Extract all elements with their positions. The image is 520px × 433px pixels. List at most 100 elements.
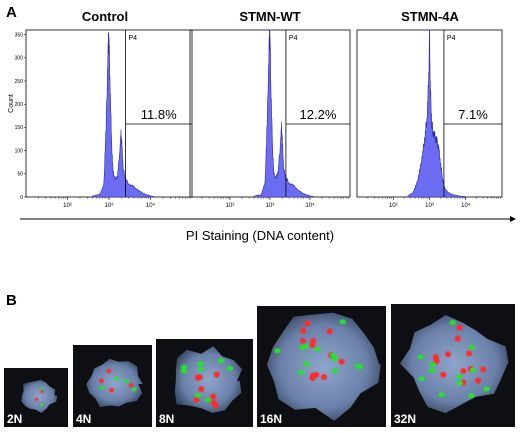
green-probe-signal <box>417 354 425 360</box>
histogram-area <box>92 32 155 198</box>
green-probe-signal <box>123 379 130 384</box>
red-probe-signal <box>212 402 219 409</box>
red-probe-signal <box>128 383 134 388</box>
gate-p4: P4 12.2% <box>285 30 350 197</box>
green-probe-signal <box>356 364 364 370</box>
red-probe-signal <box>480 366 487 373</box>
red-probe-signal <box>309 341 316 348</box>
green-probe-signal <box>418 376 425 382</box>
cell-image-4n: 4N <box>73 345 152 427</box>
gate-name: P4 <box>129 35 138 42</box>
red-probe-signal <box>35 397 39 401</box>
green-probe-signal <box>429 362 437 368</box>
green-probe-signal <box>297 370 305 375</box>
histogram-area <box>253 29 314 198</box>
panel-a-letter: A <box>6 4 17 21</box>
red-probe-signal <box>432 354 439 361</box>
green-probe-signal <box>339 319 346 325</box>
green-probe-signal <box>438 392 445 398</box>
cell-nucleus <box>400 315 509 414</box>
gate-percent: 11.8% <box>141 107 177 122</box>
green-probe-signal <box>331 356 339 362</box>
red-probe-signal <box>299 337 306 344</box>
ploidy-label: 16N <box>260 412 282 426</box>
green-probe-signal <box>180 364 188 370</box>
red-probe-signal <box>456 324 463 331</box>
red-probe-signal <box>445 351 452 358</box>
x-tick-label: 10⁴ <box>146 202 156 209</box>
green-probe-signal <box>449 320 456 325</box>
cell-image-16n: 16N <box>257 306 386 427</box>
gate-name: P4 <box>289 35 298 42</box>
green-probe-signal <box>456 380 464 386</box>
red-probe-signal <box>196 374 203 381</box>
y-tick-label: 150 <box>15 125 24 131</box>
flow-cytometry-histograms: Control P4 11.8% 10² 10³ 10⁴ 0 50 100 150 200 250 30… <box>8 9 503 209</box>
green-probe-signal <box>197 366 205 372</box>
x-tick-label: 10² <box>389 203 398 209</box>
red-probe-signal <box>198 386 205 393</box>
red-probe-signal <box>193 396 200 403</box>
fish-cell-images: 2N 4N 8N 16N 32N <box>4 304 515 427</box>
panel-b-letter: B <box>6 292 17 309</box>
cell-image-32n: 32N <box>391 304 515 427</box>
green-probe-signal <box>469 367 477 373</box>
gate-p4: P4 11.8% <box>125 30 192 197</box>
green-probe-signal <box>226 366 234 371</box>
y-tick-label: 300 <box>15 56 24 62</box>
red-probe-signal <box>338 358 345 365</box>
x-tick-label: 10³ <box>105 203 114 209</box>
histogram-area <box>407 29 469 198</box>
x-tick-label: 10² <box>63 203 72 209</box>
cell-image-8n: 8N <box>156 339 253 427</box>
red-probe-signal <box>300 327 307 334</box>
x-axis-arrow-head <box>510 216 516 222</box>
green-probe-signal <box>274 348 281 354</box>
red-probe-signal <box>460 368 467 375</box>
x-tick-label: 10⁴ <box>461 202 471 209</box>
green-probe-signal <box>194 393 202 398</box>
green-probe-signal <box>313 346 321 352</box>
cell-nucleus <box>21 379 58 413</box>
cell-nucleus <box>174 346 243 413</box>
red-probe-signal <box>210 393 217 400</box>
y-tick-label: 100 <box>15 148 24 154</box>
y-tick-label: 250 <box>15 79 24 85</box>
x-tick-label: 10³ <box>266 203 275 209</box>
y-tick-label: 200 <box>15 102 24 108</box>
green-probe-signal <box>217 358 225 364</box>
cell-nucleus <box>86 358 143 408</box>
x-tick-label: 10³ <box>425 203 434 209</box>
red-probe-signal <box>475 377 482 384</box>
x-tick-label: 10⁴ <box>305 202 315 209</box>
red-probe-signal <box>466 350 473 357</box>
red-probe-signal <box>454 335 461 342</box>
green-probe-signal <box>99 385 105 390</box>
ploidy-label: 8N <box>159 412 174 426</box>
y-tick-label: 50 <box>17 172 23 178</box>
y-tick-label: 350 <box>15 32 24 38</box>
ploidy-label: 2N <box>7 412 22 426</box>
histogram-title: STMN-4A <box>401 9 459 24</box>
gate-name: P4 <box>447 35 456 42</box>
red-probe-signal <box>109 387 114 393</box>
red-probe-signal <box>99 378 104 384</box>
histogram-2: STMN-WT P4 12.2% 10² 10³ 10⁴ <box>189 9 351 209</box>
green-probe-signal <box>40 386 45 390</box>
x-axis-label: PI Staining (DNA content) <box>186 228 334 243</box>
histogram-3: STMN-4A P4 7.1% 10² 10³ 10⁴ <box>356 9 503 209</box>
green-probe-signal <box>456 374 463 379</box>
y-tick-label: 0 <box>20 195 23 201</box>
green-probe-signal <box>303 361 310 367</box>
green-probe-signal <box>204 397 212 403</box>
red-probe-signal <box>326 328 333 335</box>
gate-percent: 12.2% <box>300 107 337 122</box>
cell-nucleus <box>266 312 381 421</box>
ploidy-label: 4N <box>76 412 91 426</box>
gate-p4: P4 7.1% <box>443 30 502 197</box>
x-tick-label: 10² <box>226 203 235 209</box>
red-probe-signal <box>313 371 320 378</box>
histogram-title: Control <box>82 9 128 24</box>
gate-percent: 7.1% <box>458 107 488 122</box>
